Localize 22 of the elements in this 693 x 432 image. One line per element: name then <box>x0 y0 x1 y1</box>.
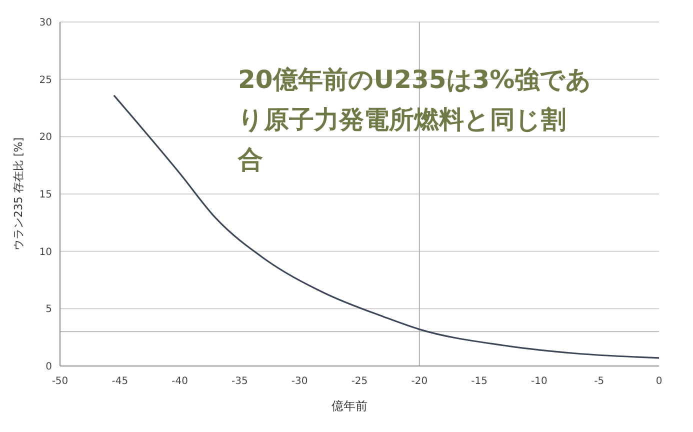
x-tick-label: -15 <box>471 376 488 387</box>
y-tick-label: 0 <box>46 362 52 372</box>
x-tick-label: -5 <box>594 376 604 387</box>
x-tick-label: -40 <box>172 376 188 387</box>
x-axis-title: 億年前 <box>332 399 368 413</box>
x-tick-label: -10 <box>531 376 548 387</box>
y-tick-label: 15 <box>39 190 52 200</box>
line-series <box>113 94 660 359</box>
y-tick-label: 25 <box>39 74 52 86</box>
x-tick-label: -35 <box>232 376 248 387</box>
y-tick-label: 30 <box>39 18 52 28</box>
x-tick-label: -30 <box>291 376 308 387</box>
x-tick-label: 0 <box>656 376 662 387</box>
y-tick-label: 5 <box>46 304 52 316</box>
y-tick-label: 10 <box>39 246 52 258</box>
y-tick-label: 20 <box>39 132 52 144</box>
x-tick-label: -20 <box>411 376 428 387</box>
x-tick-label: -45 <box>112 376 128 387</box>
x-tick-label: -25 <box>351 376 368 387</box>
y-axis-title: ウラン235 存在比 [%] <box>12 137 25 251</box>
x-tick-label: -50 <box>52 376 68 387</box>
annotation: 20億年前のU235は3%強であり原子力発電所燃料と同じ割合 <box>237 65 592 174</box>
